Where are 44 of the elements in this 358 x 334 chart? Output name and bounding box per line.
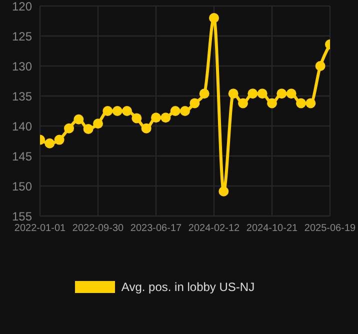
point <box>74 114 84 124</box>
y-tick-label: 135 <box>12 89 32 104</box>
point <box>160 112 171 123</box>
y-tick-label: 125 <box>12 29 32 44</box>
point <box>257 88 268 99</box>
point <box>315 61 326 71</box>
point <box>209 13 219 23</box>
y-tick-label: 120 <box>12 0 32 14</box>
y-tick-label: 140 <box>12 119 32 134</box>
point <box>93 118 103 129</box>
point <box>190 98 200 108</box>
point <box>83 124 94 134</box>
y-tick-label: 150 <box>12 179 32 194</box>
x-tick-label: 2024-10-21 <box>246 223 298 234</box>
point <box>170 106 180 116</box>
point <box>122 106 132 116</box>
point <box>286 88 296 99</box>
point <box>228 88 238 99</box>
point <box>102 106 113 116</box>
x-tick-label: 2024-02-12 <box>188 223 240 234</box>
x-tick-label: 2025-06-19 <box>304 223 356 234</box>
point <box>180 106 190 116</box>
point <box>306 98 316 108</box>
legend-label: Avg. pos. in lobby US-NJ <box>121 280 255 294</box>
x-tick-label: 2022-01-01 <box>14 223 66 234</box>
point <box>44 138 55 148</box>
y-tick-label: 155 <box>12 209 32 224</box>
point <box>112 106 122 116</box>
point <box>151 112 161 123</box>
point <box>141 123 152 134</box>
y-tick-label: 130 <box>12 59 32 74</box>
point <box>199 88 210 99</box>
x-tick-label: 2023-06-17 <box>130 223 182 234</box>
x-tick-label: 2022-09-30 <box>72 223 124 234</box>
y-tick-label: 145 <box>12 149 32 164</box>
point <box>132 113 142 124</box>
point <box>267 98 277 108</box>
point <box>64 123 74 134</box>
point <box>54 134 64 145</box>
point <box>248 88 258 99</box>
point <box>276 88 287 99</box>
point <box>296 98 306 108</box>
point <box>218 186 229 196</box>
point <box>238 98 248 108</box>
